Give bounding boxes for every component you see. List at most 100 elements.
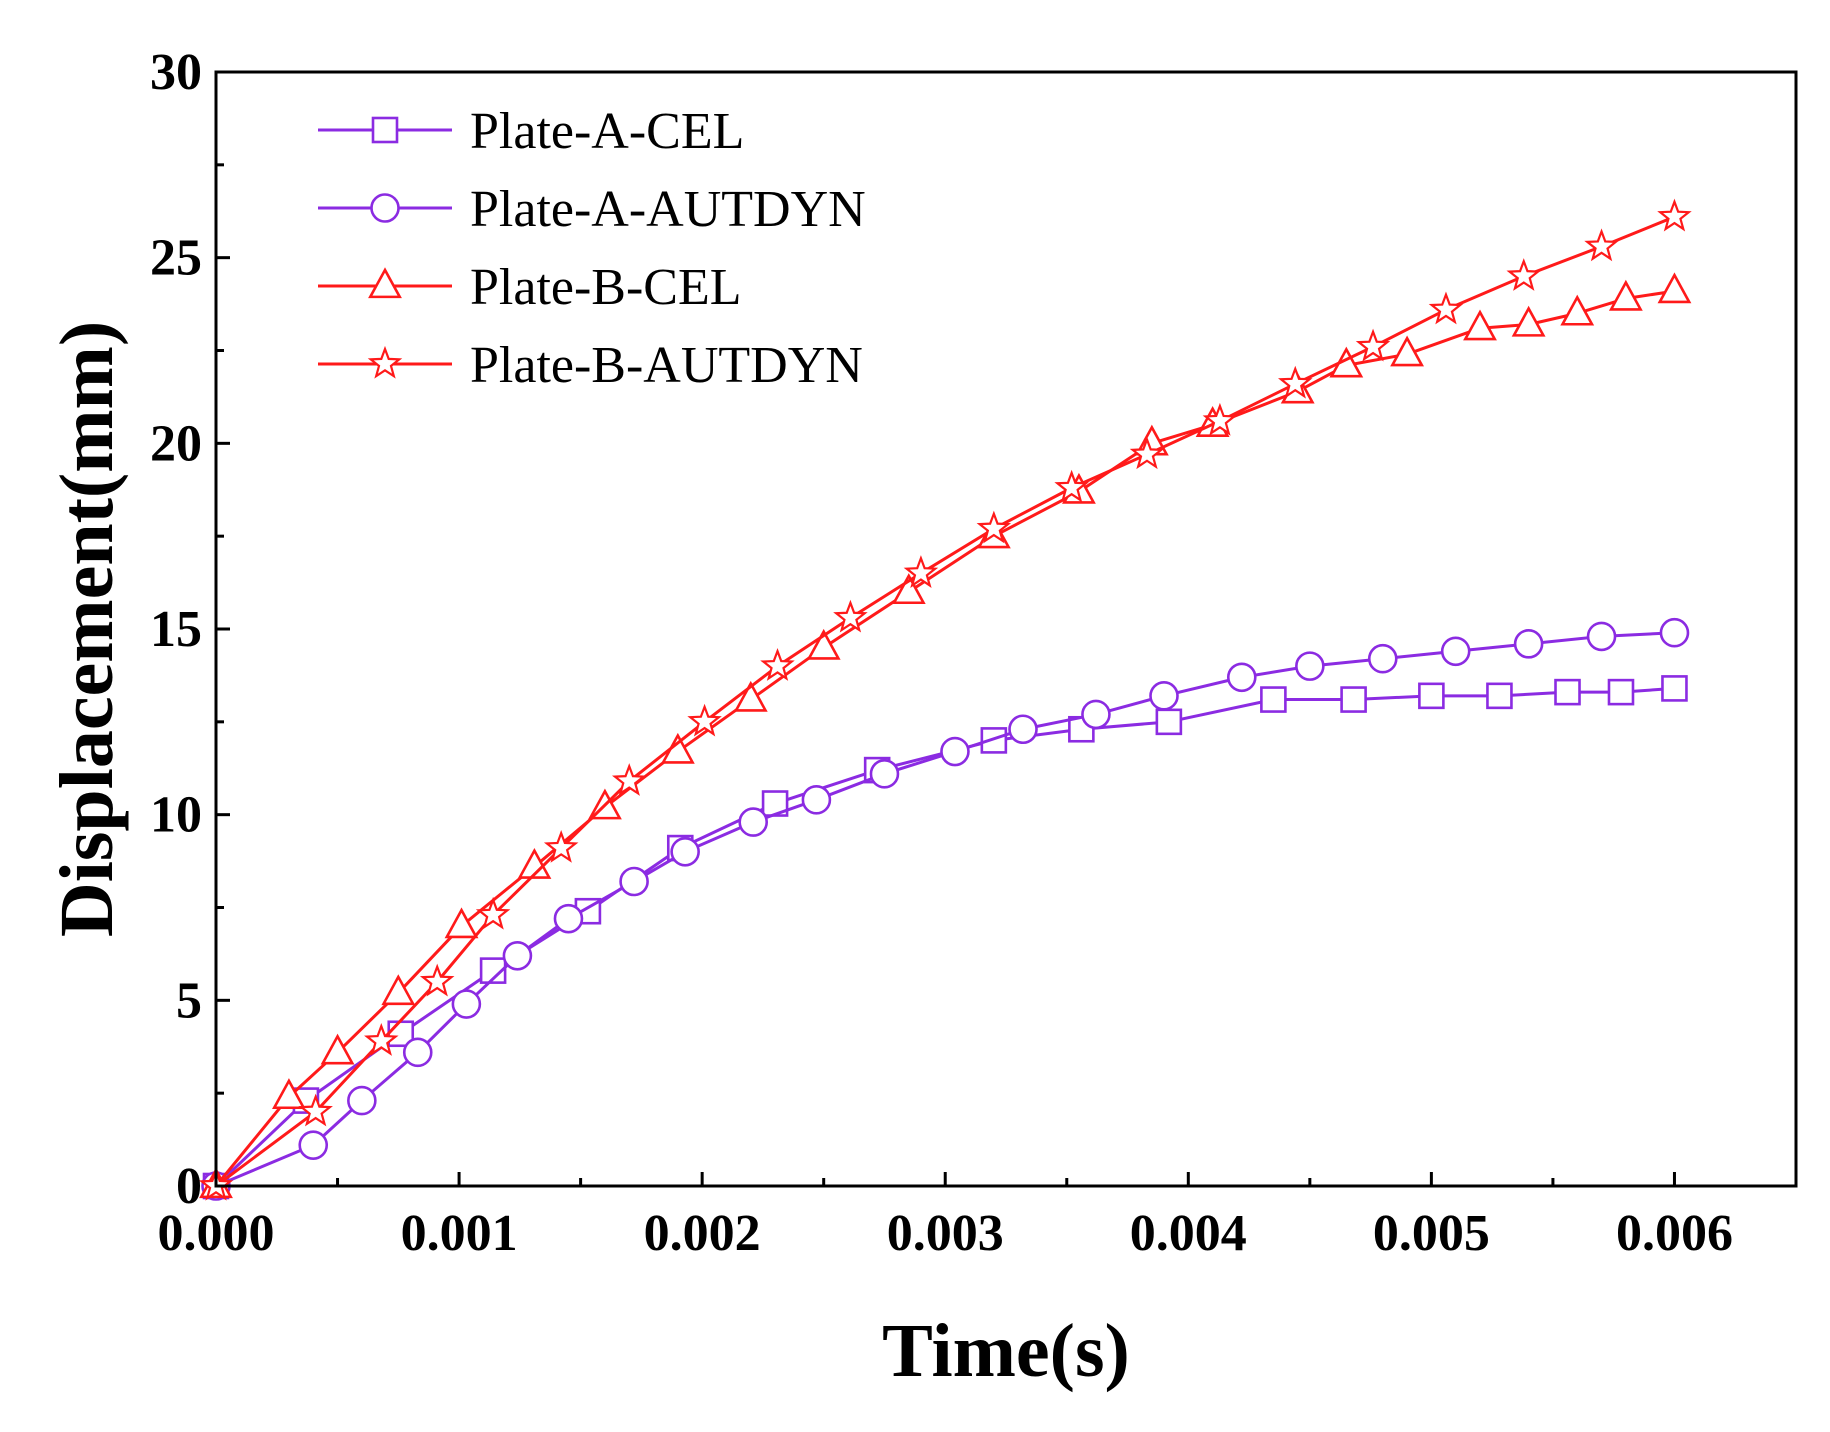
- y-tick-label: 15: [150, 601, 202, 658]
- data-point: [502, 940, 533, 971]
- data-point: [1278, 365, 1313, 399]
- data-point: [543, 829, 579, 863]
- data-point: [298, 1130, 329, 1160]
- data-point: [1513, 629, 1544, 659]
- data-point: [1340, 686, 1367, 713]
- x-axis-title: Time(s): [882, 1309, 1130, 1393]
- series-line: [214, 289, 1675, 1187]
- data-point: [1355, 328, 1391, 362]
- series-line: [215, 631, 1675, 1188]
- data-point: [1486, 682, 1513, 710]
- data-point: [801, 785, 832, 815]
- series-plate-a-autdyn: [201, 617, 1690, 1201]
- data-point: [1463, 309, 1497, 341]
- data-point: [1054, 469, 1089, 503]
- y-tick-label: 0: [176, 1158, 202, 1215]
- data-point: [660, 732, 695, 764]
- x-tick-label: 0.006: [1616, 1205, 1733, 1262]
- data-point: [381, 974, 416, 1006]
- legend-label: Plate-A-AUTDYN: [470, 181, 866, 238]
- data-point: [738, 807, 769, 837]
- x-axis: 0.000 0.001 0.002 0.003 0.004 0.005 0.006: [158, 1172, 1733, 1262]
- data-point: [1659, 617, 1690, 648]
- chart-legend: Plate-A-CEL Plate-A-AUTDYN Plate-B-CEL Plat…: [318, 103, 866, 394]
- data-point: [1554, 678, 1581, 706]
- data-point: [1608, 279, 1643, 311]
- data-point: [687, 703, 722, 737]
- data-point: [451, 989, 482, 1019]
- data-point: [869, 759, 900, 789]
- data-point: [1155, 708, 1183, 736]
- legend-marker: [367, 345, 403, 379]
- series-plate-b-autdyn: [198, 198, 1692, 1201]
- data-point: [1008, 714, 1038, 745]
- data-point: [806, 628, 841, 660]
- data-point: [733, 680, 768, 712]
- x-tick-label: 0.004: [1130, 1205, 1247, 1262]
- data-point: [517, 847, 552, 879]
- data-point: [903, 555, 939, 588]
- data-point: [1511, 305, 1546, 337]
- data-point: [1260, 686, 1287, 713]
- x-tick-label: 0.000: [158, 1205, 275, 1262]
- data-point: [1418, 682, 1445, 710]
- data-point: [940, 736, 970, 767]
- data-point: [444, 907, 479, 939]
- x-tick-label: 0.005: [1373, 1205, 1490, 1262]
- y-tick-label: 5: [176, 972, 202, 1029]
- data-point: [760, 647, 795, 681]
- legend-item-plate-b-cel: Plate-B-CEL: [318, 259, 742, 316]
- data-point: [1657, 272, 1692, 304]
- data-point: [1081, 699, 1111, 730]
- data-point: [1202, 402, 1238, 436]
- data-point: [1506, 258, 1542, 291]
- y-axis-title: Displacement(mm): [45, 321, 129, 937]
- data-point: [1428, 291, 1464, 325]
- data-point: [1586, 621, 1617, 652]
- y-tick-label: 10: [150, 787, 202, 844]
- data-point: [347, 1085, 377, 1116]
- data-point: [364, 1023, 399, 1056]
- data-point: [833, 599, 868, 633]
- legend-marker: [371, 116, 399, 144]
- data-point: [1295, 651, 1325, 681]
- y-axis: 0 5 10 15 20 25 30: [150, 44, 230, 1215]
- legend-label: Plate-B-CEL: [470, 259, 742, 316]
- data-point: [1607, 678, 1635, 706]
- data-point: [553, 903, 584, 934]
- data-point: [980, 727, 1008, 754]
- series-line: [215, 215, 1676, 1188]
- data-point: [402, 1037, 433, 1068]
- data-point: [298, 1093, 333, 1127]
- data-point: [1584, 228, 1619, 262]
- data-point: [670, 836, 700, 867]
- legend-item-plate-b-autdyn: Plate-B-AUTDYN: [318, 337, 863, 394]
- data-point: [1129, 436, 1165, 470]
- data-point: [475, 896, 511, 930]
- legend-marker: [370, 193, 400, 223]
- legend-item-plate-a-cel: Plate-A-CEL: [318, 103, 744, 160]
- plot-series-group: [198, 198, 1692, 1201]
- data-point: [1560, 294, 1595, 326]
- data-point: [1440, 636, 1471, 667]
- data-point: [1661, 675, 1688, 702]
- data-point: [976, 510, 1012, 544]
- legend-item-plate-a-autdyn: Plate-A-AUTDYN: [318, 181, 866, 238]
- data-point: [1390, 335, 1424, 367]
- data-point: [611, 763, 647, 796]
- data-point: [761, 790, 789, 817]
- data-point: [619, 866, 649, 897]
- series-line: [214, 686, 1675, 1188]
- data-point: [1149, 681, 1179, 711]
- x-tick-label: 0.002: [644, 1205, 761, 1262]
- legend-label: Plate-A-CEL: [470, 103, 744, 160]
- data-point: [419, 963, 455, 997]
- data-point: [1657, 198, 1692, 232]
- legend-label: Plate-B-AUTDYN: [470, 337, 863, 394]
- data-point: [272, 1078, 306, 1110]
- y-tick-label: 20: [150, 415, 202, 472]
- x-tick-label: 0.001: [401, 1205, 518, 1262]
- legend-marker: [368, 267, 402, 299]
- data-point: [1226, 662, 1257, 693]
